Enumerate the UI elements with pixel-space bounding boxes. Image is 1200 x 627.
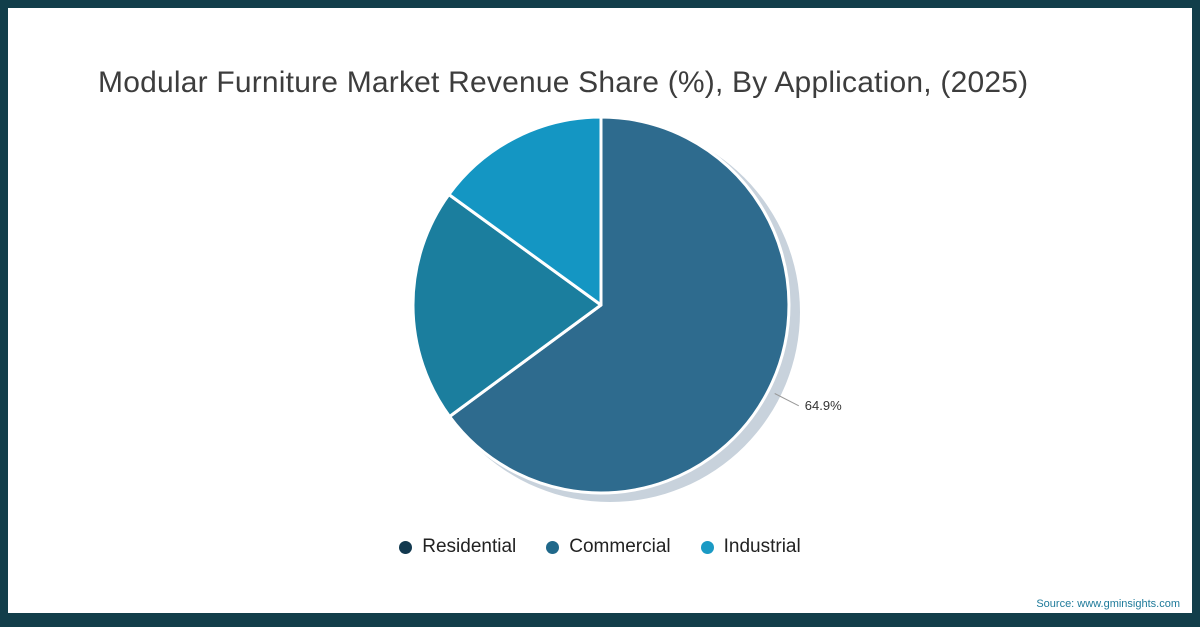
legend-label-commercial: Commercial bbox=[569, 536, 671, 557]
legend-dot-industrial bbox=[700, 540, 714, 554]
legend-label-residential: Residential bbox=[422, 536, 517, 557]
legend-label-industrial: Industrial bbox=[723, 536, 801, 557]
legend-dot-residential bbox=[399, 540, 413, 554]
pie-chart: 64.9% bbox=[411, 115, 842, 502]
legend-dot-commercial bbox=[546, 540, 560, 554]
data-label-residential: 64.9% bbox=[805, 398, 842, 413]
pie-slice-industrial bbox=[447, 115, 603, 307]
data-label-leader-line bbox=[774, 393, 800, 407]
source-attribution: Source: www.gminsights.com bbox=[1036, 598, 1180, 610]
pie-slice-residential bbox=[448, 115, 791, 495]
legend-item-residential: Residential bbox=[399, 536, 516, 558]
legend-item-industrial: Industrial bbox=[700, 536, 801, 558]
legend: Residential Commercial Industrial bbox=[8, 536, 1192, 558]
pie-slice-commercial bbox=[411, 193, 603, 418]
legend-item-commercial: Commercial bbox=[546, 536, 671, 558]
chart-title: Modular Furniture Market Revenue Share (… bbox=[98, 66, 1029, 99]
